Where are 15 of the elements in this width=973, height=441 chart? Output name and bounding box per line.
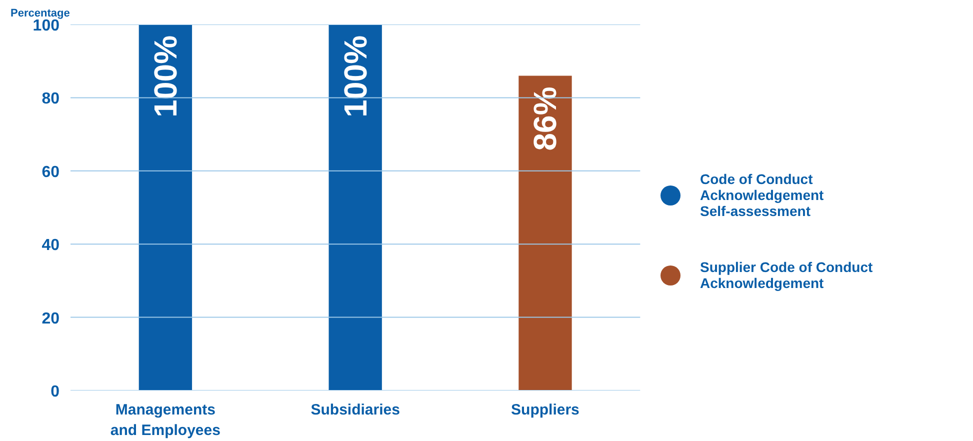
x-tick-label: Subsidiaries [310, 402, 400, 418]
y-tick-label: 60 [42, 164, 60, 181]
y-tick-label: 100 [32, 18, 60, 34]
x-tick-label: Suppliers [511, 402, 580, 418]
text: 86% [527, 86, 564, 151]
y-axis-title: Percentage [10, 8, 70, 20]
x-tick-label: Managements and Employees [110, 402, 220, 439]
y-tick-label: 0 [50, 384, 60, 400]
text: 100% [337, 35, 374, 118]
text: 100% [147, 35, 184, 118]
legend-label: Supplier Code of Conduct Acknowledgement [700, 259, 874, 291]
legend-label: Code of Conduct Acknowledgement Self-assessment [700, 171, 825, 219]
y-tick-label: 20 [42, 310, 60, 328]
y-tick-label: 80 [42, 90, 60, 108]
y-tick-label: 40 [42, 237, 60, 254]
